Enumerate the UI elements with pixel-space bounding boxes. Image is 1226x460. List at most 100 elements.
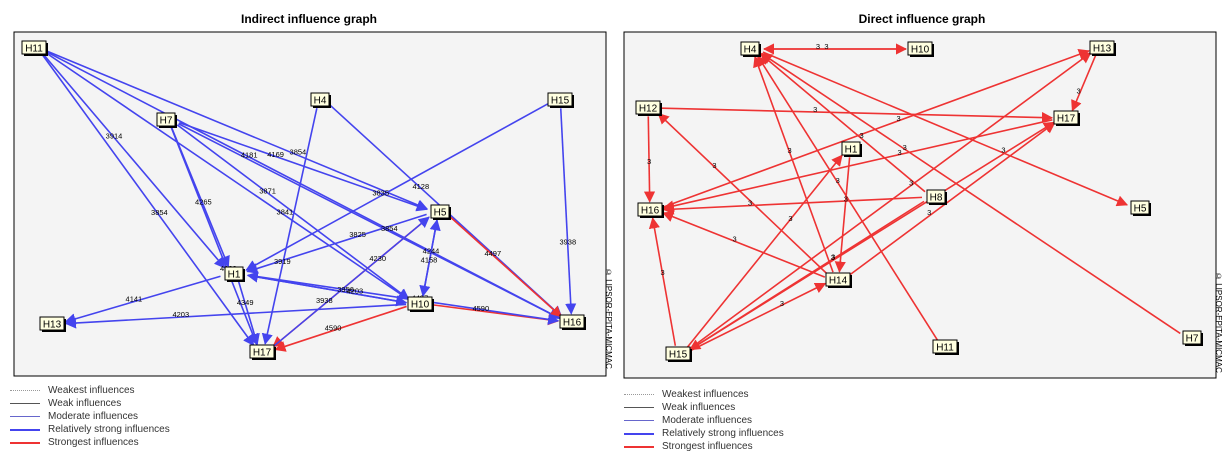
node-label-H1: H1 — [228, 270, 241, 281]
edge-label-H5-H1: 3825 — [349, 230, 366, 239]
node-label-H1: H1 — [845, 145, 858, 156]
edge-label-H15-H1: 3835 — [372, 189, 389, 198]
node-H13: H13 — [1089, 40, 1116, 56]
node-label-H4: H4 — [314, 96, 327, 107]
legend-item-weakest: Weakest influences — [624, 388, 784, 401]
node-layer: H11 H7 H4 H15 H5 H1 H13 H10 H16 H17 — [21, 40, 586, 360]
legend-swatch-weak — [624, 407, 654, 408]
edge-H14-H4 — [753, 55, 834, 273]
indirect-legend: Weakest influences Weak influences Moderat… — [10, 384, 170, 449]
edge-label-H11-H5: 3854 — [290, 148, 307, 157]
node-H1: H1 — [841, 141, 862, 157]
legend-label: Moderate influences — [662, 415, 753, 426]
edge-label-H7-H4: 3 — [903, 143, 907, 152]
edge-H12-H16 — [643, 116, 656, 203]
legend-swatch-strong — [10, 428, 40, 431]
edge-label-H14-H12: 3 — [712, 161, 716, 170]
legend-label: Weak influences — [662, 402, 736, 413]
edge-H11-H17 — [41, 54, 255, 347]
legend-swatch-weakest — [10, 390, 40, 391]
edge-H7-H17 — [170, 127, 259, 346]
legend-label: Relatively strong influences — [662, 428, 784, 439]
node-H14: H14 — [825, 272, 852, 288]
legend-swatch-strongest — [624, 445, 654, 448]
node-H1: H1 — [224, 266, 245, 282]
node-label-H17: H17 — [1057, 114, 1076, 125]
node-H17: H17 — [1053, 110, 1080, 126]
edge-label-H15-H13: 3 — [909, 179, 913, 188]
edge-H14-H12 — [657, 112, 829, 275]
edge-H11-H10 — [45, 51, 410, 301]
legend-item-strong: Relatively strong influences — [624, 427, 784, 440]
node-label-H15: H15 — [669, 350, 688, 361]
edge-H11-H5 — [46, 50, 429, 211]
node-H13: H13 — [39, 316, 66, 332]
legend-item-strongest: Strongest influences — [624, 440, 784, 453]
edge-H8-H15 — [689, 200, 925, 351]
edge-H15-H16 — [559, 108, 577, 315]
node-label-H12: H12 — [639, 104, 658, 115]
edge-label-H16-H13: 3 — [897, 114, 901, 123]
node-label-H15: H15 — [551, 96, 570, 107]
node-H16: H16 — [637, 202, 664, 218]
node-label-H7: H7 — [160, 116, 173, 127]
legend-label: Strongest influences — [662, 441, 753, 452]
edge-label-H15-H16: 3938 — [559, 237, 576, 246]
node-label-H10: H10 — [911, 45, 930, 56]
edge-H5-H16 — [450, 216, 563, 318]
edge-label-H5-H16: 4497 — [484, 249, 501, 258]
edge-H10-H17 — [274, 305, 407, 352]
edge-label-H10-H4: 3 — [824, 42, 828, 51]
indirect-graph-canvas: 3914385438414181426541283871385439194128… — [13, 31, 607, 377]
edge-label-H11-H17: 3854 — [151, 208, 168, 217]
edge-label-H11-H1: 3914 — [106, 131, 123, 140]
edge-H17-H16 — [662, 119, 1053, 212]
edge-layer — [643, 43, 1181, 352]
edge-label-H7-H5: 4169 — [267, 150, 284, 159]
edge-label-H7-H1: 4265 — [195, 198, 212, 207]
edge-H7-H16 — [178, 123, 561, 319]
edge-label-H5-H17: 3938 — [316, 296, 333, 305]
edge-label-H14-H4: 3 — [788, 146, 792, 155]
node-H4: H4 — [740, 41, 761, 57]
edge-label-H1-H10: 4203 — [347, 287, 364, 296]
edge-label-H4-H10: 3 — [816, 42, 820, 51]
edge-H4-H5 — [762, 51, 1129, 207]
edge-label-H13-H17: 3 — [1077, 87, 1081, 96]
legend-label: Moderate influences — [48, 411, 139, 422]
edge-H15-H16 — [648, 217, 677, 346]
edge-H1-H16 — [247, 274, 560, 325]
edge-label-H8-H16: 3 — [748, 198, 752, 207]
edge-H14-H17 — [848, 122, 1056, 276]
edge-label-H4-H17: 3919 — [274, 257, 291, 266]
direct-credit: © LIPSOR-EPITA-MICMAC — [1214, 272, 1223, 373]
edge-H10-H13 — [64, 303, 407, 329]
edge-H1-H13 — [64, 275, 221, 325]
node-H10: H10 — [907, 41, 934, 57]
node-label-H16: H16 — [563, 318, 582, 329]
edge-label-H15-H14: 3 — [780, 299, 784, 308]
legend-label: Weak influences — [48, 398, 122, 409]
edge-label-H14-H16: 3 — [733, 235, 737, 244]
node-label-H13: H13 — [43, 320, 62, 331]
legend-item-weak: Weak influences — [624, 401, 784, 414]
legend-swatch-strong — [624, 432, 654, 435]
legend-item-moderate: Moderate influences — [10, 410, 170, 423]
edge-label-H10-H13: 4203 — [172, 310, 189, 319]
indirect-graph-title: Indirect influence graph — [240, 12, 378, 26]
graph-frame — [623, 31, 1217, 379]
node-H10: H10 — [407, 296, 434, 312]
edge-label-H1-H13: 4141 — [126, 295, 143, 304]
node-label-H11: H11 — [936, 343, 954, 354]
edge-H7-H4 — [760, 52, 1181, 335]
legend-item-moderate: Moderate influences — [624, 414, 784, 427]
edge-label-H8-H4: 3 — [860, 131, 864, 140]
edge-H11-H1 — [42, 53, 226, 269]
node-label-H5: H5 — [434, 208, 447, 219]
indirect-credit: © LIPSOR-EPITA-MICMAC — [604, 268, 613, 369]
edge-H1-H14 — [834, 157, 851, 273]
edge-H15-H13 — [688, 52, 1092, 350]
node-H5: H5 — [430, 204, 451, 220]
legend-swatch-strongest — [10, 441, 40, 444]
legend-swatch-moderate — [624, 420, 654, 421]
